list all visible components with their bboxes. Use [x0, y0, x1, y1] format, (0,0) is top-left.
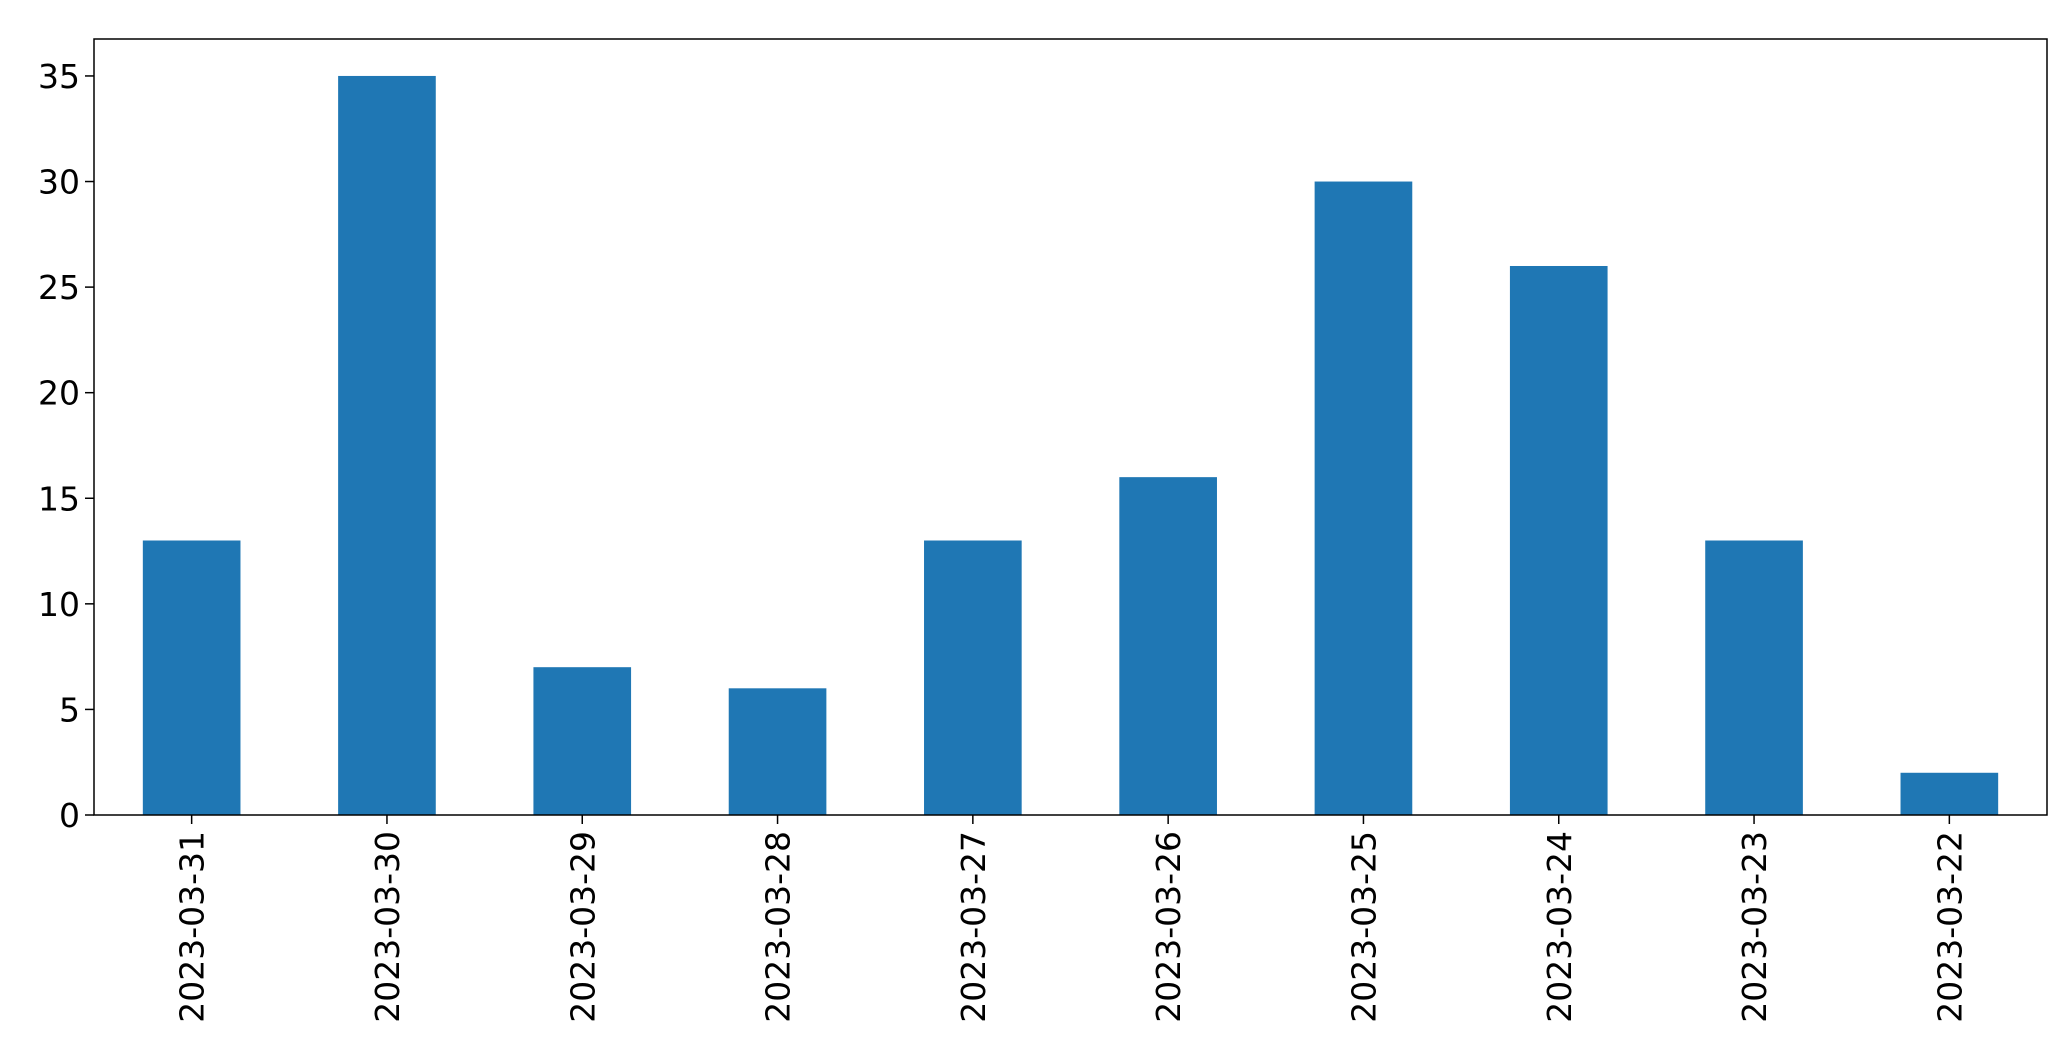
bar-2023-03-25 [1314, 181, 1413, 815]
y-axis: 0 5 10 15 20 25 30 35 [38, 57, 94, 835]
y-tick-label: 25 [38, 268, 80, 307]
y-tick-label: 5 [59, 690, 80, 729]
y-tick-label: 30 [38, 163, 80, 202]
bar-2023-03-29 [533, 667, 632, 815]
x-tick-label: 2023-03-28 [759, 831, 798, 1023]
x-axis: 2023-03-31 2023-03-30 2023-03-29 2023-03-28… [173, 815, 1969, 1023]
x-tick-label: 2023-03-22 [1930, 831, 1969, 1023]
y-tick-label: 35 [38, 57, 80, 96]
bar-2023-03-24 [1509, 265, 1608, 816]
bar-2023-03-27 [924, 540, 1022, 815]
y-tick-label: 20 [38, 374, 80, 413]
bar-2023-03-23 [1705, 540, 1803, 815]
plot-frame [93, 38, 2048, 816]
x-tick-label: 2023-03-31 [173, 831, 212, 1023]
x-tick-label: 2023-03-23 [1735, 831, 1774, 1023]
bar-2023-03-22 [1900, 772, 1999, 815]
x-tick-label: 2023-03-26 [1149, 831, 1188, 1023]
x-tick-label: 2023-03-24 [1540, 831, 1579, 1023]
bar-2023-03-31 [142, 540, 241, 815]
x-tick-label: 2023-03-29 [563, 831, 602, 1023]
x-tick-label: 2023-03-30 [368, 831, 407, 1023]
bars-group [142, 75, 1999, 816]
bar-2023-03-28 [728, 688, 827, 815]
bar-2023-03-30 [338, 75, 436, 815]
x-tick-label: 2023-03-27 [954, 831, 993, 1023]
y-tick-label: 15 [38, 479, 80, 518]
y-tick-label: 0 [59, 796, 80, 835]
x-tick-label: 2023-03-25 [1344, 831, 1383, 1023]
bar-2023-03-26 [1119, 477, 1217, 815]
y-tick-label: 10 [38, 585, 80, 624]
